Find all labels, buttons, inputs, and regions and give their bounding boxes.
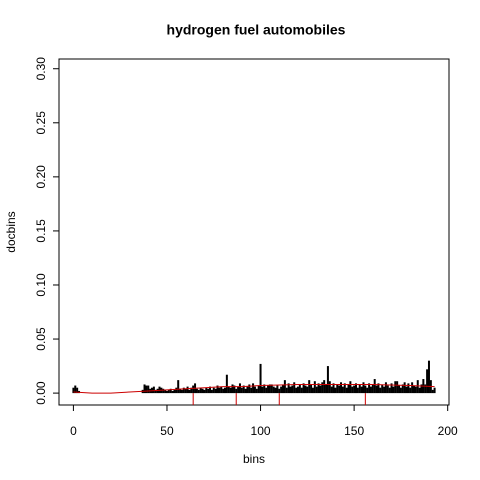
x-tick-label: 0 (70, 424, 77, 438)
x-tick-label: 100 (251, 424, 271, 438)
plot-frame (58, 58, 450, 406)
y-tick-label: 0.25 (34, 111, 48, 135)
smooth-line (73, 383, 435, 394)
y-tick-label: 0.30 (34, 57, 48, 81)
y-axis-label: docbins (4, 211, 18, 252)
x-tick-label: 200 (438, 424, 458, 438)
y-tick-label: 0.20 (34, 165, 48, 189)
chart-title: hydrogen fuel automobiles (167, 22, 346, 38)
y-tick-label: 0.10 (34, 273, 48, 297)
x-axis-label: bins (243, 452, 265, 466)
x-tick-label: 50 (160, 424, 174, 438)
y-tick-label: 0.00 (34, 381, 48, 405)
y-tick-label: 0.05 (34, 327, 48, 351)
y-tick-label: 0.15 (34, 219, 48, 243)
x-tick-label: 150 (344, 424, 364, 438)
